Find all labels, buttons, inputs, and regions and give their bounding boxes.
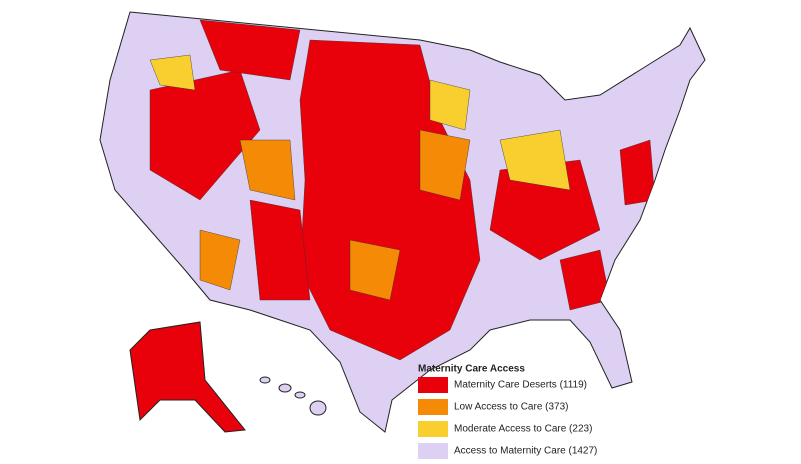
legend-swatch [418,377,448,393]
legend-label: Moderate Access to Care (223) [454,424,592,435]
legend-swatch [418,443,448,459]
hawaii [259,376,327,416]
legend-label: Maternity Care Deserts (1119) [454,380,587,391]
alaska [129,321,246,433]
legend-label: Access to Maternity Care (1427) [454,446,597,457]
legend: Maternity Care Access Maternity Care Des… [418,364,597,459]
contiguous-us [99,11,706,433]
legend-swatch [418,421,448,437]
legend-swatch [418,399,448,415]
legend-title: Maternity Care Access [418,364,525,375]
legend-label: Low Access to Care (373) [454,402,569,413]
